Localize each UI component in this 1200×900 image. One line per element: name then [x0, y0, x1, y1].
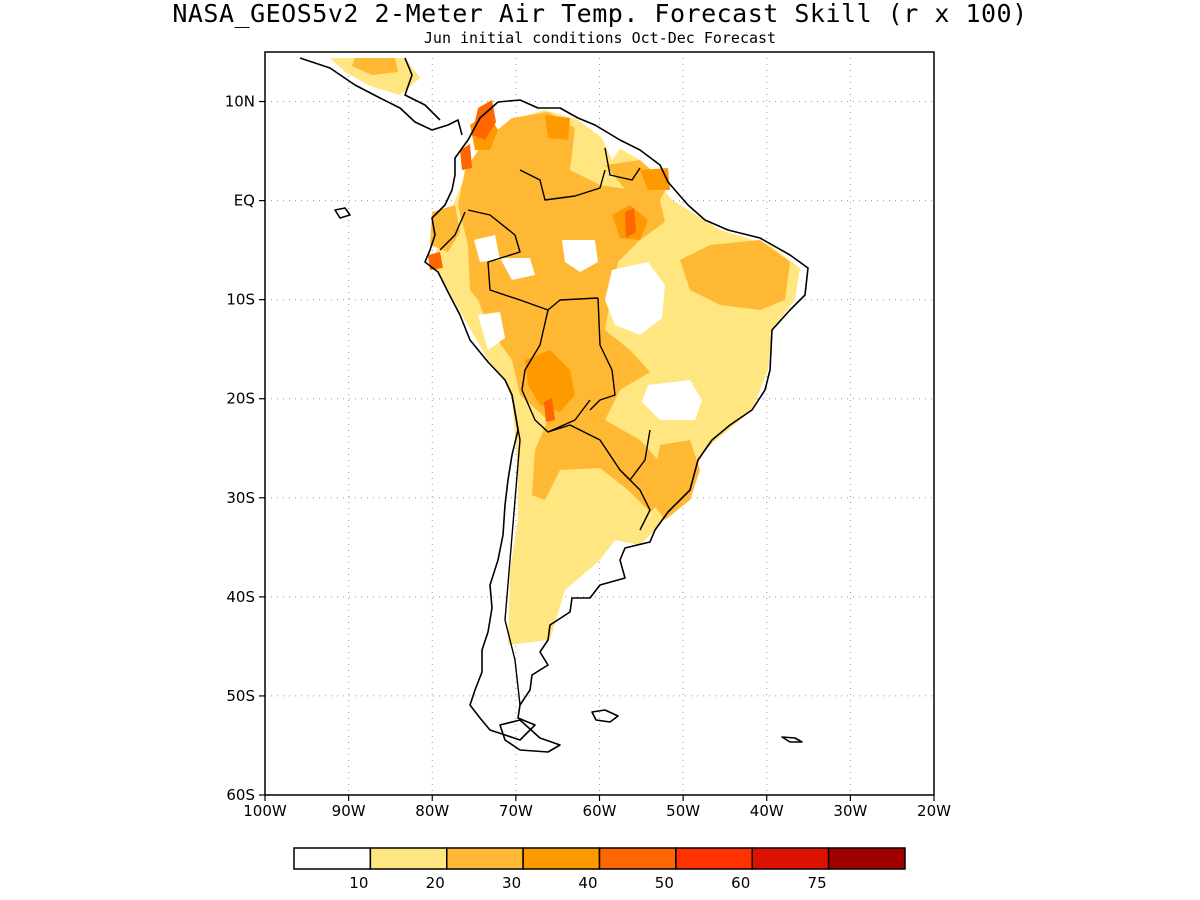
- tierra-del-fuego: [499, 719, 561, 753]
- lon-label: 30W: [833, 802, 867, 820]
- skill-region-below-10: [474, 235, 500, 262]
- skill-region-below-10: [642, 380, 702, 420]
- border: [439, 211, 466, 251]
- central-america-coastline: [404, 57, 441, 121]
- skill-region-below-10: [478, 312, 505, 350]
- galapagos: [334, 207, 351, 219]
- lon-label: 20W: [917, 802, 951, 820]
- lat-label: 50S: [226, 687, 255, 705]
- colorbar-label: 30: [502, 874, 521, 892]
- border: [604, 147, 641, 181]
- border: [467, 209, 599, 311]
- colorbar: [293, 847, 906, 870]
- skill-region-20-30: [430, 205, 460, 252]
- border: [519, 169, 606, 201]
- skill-region-below-10: [605, 262, 665, 335]
- colorbar-segment: [675, 847, 753, 870]
- colorbar-label: 20: [426, 874, 445, 892]
- lon-label: 60W: [583, 802, 617, 820]
- lon-label: 100W: [243, 802, 287, 820]
- skill-region-below-10: [500, 258, 535, 280]
- country-borders: [439, 147, 651, 706]
- skill-region-20-30: [352, 58, 398, 75]
- lat-label: 20S: [226, 390, 255, 408]
- colorbar-label: 75: [808, 874, 827, 892]
- lat-label: 10S: [226, 291, 255, 309]
- colorbar-segment: [598, 847, 677, 870]
- lon-label: 90W: [332, 802, 366, 820]
- lon-label: 40W: [750, 802, 784, 820]
- south-georgia: [781, 736, 803, 743]
- map-subtitle: Jun initial conditions Oct-Dec Forecast: [423, 29, 777, 47]
- skill-region-below-10: [598, 130, 630, 160]
- colorbar-segment: [827, 847, 906, 870]
- skill-region-30-40: [640, 168, 670, 190]
- lon-label: 80W: [415, 802, 449, 820]
- skill-region-40-50: [544, 398, 555, 422]
- colorbar-label: 40: [578, 874, 597, 892]
- skill-shading: [330, 58, 800, 645]
- map-title: NASA_GEOS5v2 2-Meter Air Temp. Forecast …: [172, 0, 1028, 28]
- colorbar-segment: [369, 847, 448, 870]
- coastlines: [299, 57, 809, 753]
- lat-label: 40S: [226, 588, 255, 606]
- colorbar-label: 10: [349, 874, 368, 892]
- colorbar-label: 50: [655, 874, 674, 892]
- central-america-coastline: [299, 57, 463, 136]
- skill-region-below-10: [562, 240, 598, 272]
- lon-label: 70W: [499, 802, 533, 820]
- lat-label: 10N: [225, 93, 255, 111]
- longitude-labels: 100W 90W 80W 70W 60W 50W 40W 30W 20W: [243, 802, 951, 820]
- skill-region-30-40: [525, 350, 575, 412]
- skill-region-40-50: [428, 252, 443, 270]
- lat-label: EQ: [234, 192, 255, 210]
- south-america-coastline: [424, 99, 809, 741]
- colorbar-label: 60: [731, 874, 750, 892]
- skill-region-20-30: [680, 240, 790, 310]
- axis-ticks: [259, 100, 935, 801]
- skill-region-20-30: [650, 440, 700, 520]
- colorbar-labels: 10 20 30 40 50 60 75: [349, 874, 826, 892]
- colorbar-segment: [522, 847, 601, 870]
- skill-region-10-20: [330, 58, 420, 95]
- colorbar-segment: [446, 847, 524, 870]
- lat-label: 30S: [226, 489, 255, 507]
- latitude-labels: 10N EQ 10S 20S 30S 40S 50S 60S: [225, 93, 255, 804]
- border: [619, 469, 651, 531]
- colorbar-segment: [751, 847, 830, 870]
- colorbar-segment: [293, 847, 372, 870]
- border: [521, 309, 591, 433]
- border: [504, 394, 521, 706]
- skill-region-40-50: [460, 144, 472, 170]
- border: [589, 297, 616, 411]
- skill-region-40-50: [625, 208, 636, 238]
- falkland-islands: [591, 709, 619, 723]
- skill-region-30-40: [545, 115, 570, 140]
- lon-label: 50W: [666, 802, 700, 820]
- lat-label: 60S: [226, 786, 255, 804]
